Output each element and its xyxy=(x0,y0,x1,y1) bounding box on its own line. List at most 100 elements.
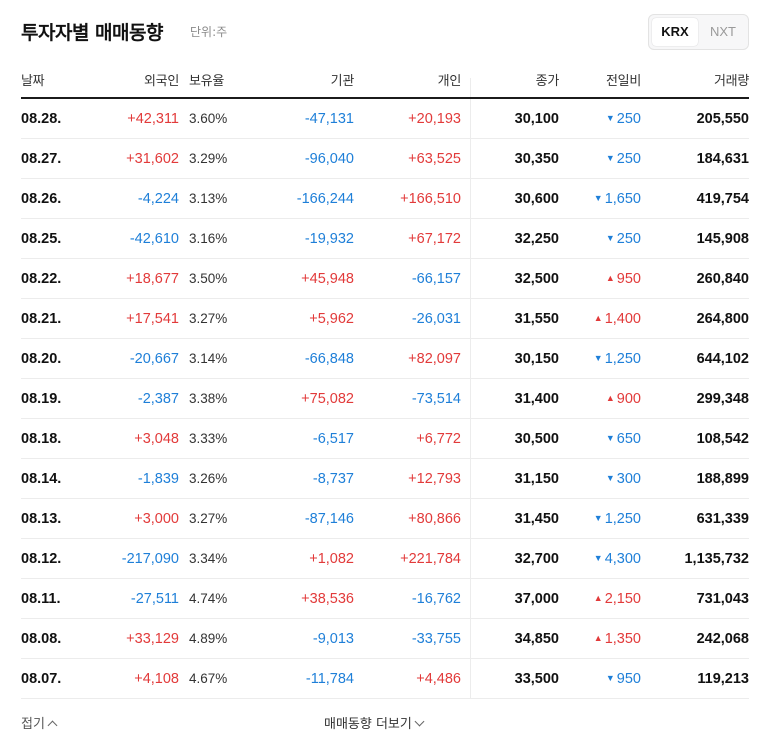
cell-date: 08.28. xyxy=(21,110,62,127)
column-divider xyxy=(470,78,471,698)
change-value: 250 xyxy=(616,150,641,167)
cell-institution: -87,146 xyxy=(304,510,354,527)
cell-institution: -47,131 xyxy=(304,110,354,127)
table-body: 08.28. +42,311 3.60% -47,131 +20,193 30,100 ▼ 2… xyxy=(21,99,749,699)
cell-foreign: -217,090 xyxy=(121,550,179,567)
table-row: 08.25. -42,610 3.16% -19,932 +67,172 32,250 ▼ 2… xyxy=(21,219,749,259)
cell-foreign: +33,129 xyxy=(126,630,179,647)
cell-individual: -73,514 xyxy=(411,390,461,407)
table-row: 08.20. -20,667 3.14% -66,848 +82,097 30,150 ▼ 1… xyxy=(21,339,749,379)
cell-change: ▼ 1,250 xyxy=(559,499,641,538)
cell-close: 32,250 xyxy=(514,230,559,247)
cell-holding-rate: 3.26% xyxy=(189,471,228,486)
change-value: 1,400 xyxy=(604,310,641,327)
cell-institution: -6,517 xyxy=(312,430,354,447)
cell-close: 31,400 xyxy=(514,390,559,407)
chevron-down-icon xyxy=(414,716,425,727)
cell-date: 08.27. xyxy=(21,150,62,167)
cell-holding-rate: 3.13% xyxy=(189,191,228,206)
cell-volume: 731,043 xyxy=(696,590,749,607)
cell-individual: +4,486 xyxy=(416,670,461,687)
cell-foreign: -2,387 xyxy=(137,390,179,407)
cell-individual: +63,525 xyxy=(408,150,461,167)
table-row: 08.22. +18,677 3.50% +45,948 -66,157 32,500 ▲ 9… xyxy=(21,259,749,299)
cell-individual: +166,510 xyxy=(400,190,461,207)
triangle-down-icon: ▼ xyxy=(593,552,603,563)
cell-date: 08.11. xyxy=(21,590,61,607)
cell-individual: -33,755 xyxy=(411,630,461,647)
change-value: 950 xyxy=(616,670,641,687)
cell-volume: 419,754 xyxy=(696,190,749,207)
table-row: 08.28. +42,311 3.60% -47,131 +20,193 30,100 ▼ 2… xyxy=(21,99,749,139)
triangle-down-icon: ▼ xyxy=(593,512,603,523)
change-value: 900 xyxy=(616,390,641,407)
col-header-institution: 기관 xyxy=(330,74,355,89)
cell-institution: -11,784 xyxy=(305,670,354,687)
triangle-up-icon: ▲ xyxy=(593,592,603,603)
cell-foreign: +3,000 xyxy=(134,510,179,527)
more-trading-button[interactable]: 매매동향 더보기 xyxy=(324,713,425,732)
cell-close: 31,150 xyxy=(514,470,559,487)
fold-label: 접기 xyxy=(21,717,45,732)
tab-nxt[interactable]: NXT xyxy=(710,24,736,39)
tab-krx[interactable]: KRX xyxy=(652,18,698,46)
cell-individual: +67,172 xyxy=(408,230,461,247)
cell-volume: 631,339 xyxy=(696,510,749,527)
change-value: 2,150 xyxy=(604,590,641,607)
triangle-down-icon: ▼ xyxy=(605,112,615,123)
table-row: 08.11. -27,511 4.74% +38,536 -16,762 37,000 ▲ 2… xyxy=(21,579,749,619)
cell-institution: -166,244 xyxy=(296,190,354,207)
cell-holding-rate: 4.74% xyxy=(189,591,228,606)
cell-foreign: -4,224 xyxy=(137,190,179,207)
page-title: 투자자별 매매동향 xyxy=(21,22,163,44)
cell-change: ▼ 950 xyxy=(559,659,641,698)
cell-date: 08.13. xyxy=(21,510,62,527)
cell-holding-rate: 4.67% xyxy=(189,671,228,686)
cell-foreign: +3,048 xyxy=(134,430,179,447)
cell-holding-rate: 3.60% xyxy=(189,111,228,126)
cell-foreign: +4,108 xyxy=(134,670,179,687)
cell-close: 30,500 xyxy=(514,430,559,447)
cell-close: 30,150 xyxy=(514,350,559,367)
cell-volume: 264,800 xyxy=(696,310,749,327)
cell-date: 08.26. xyxy=(21,190,62,207)
cell-change: ▼ 250 xyxy=(559,139,641,178)
cell-close: 33,500 xyxy=(514,670,559,687)
cell-individual: +12,793 xyxy=(408,470,461,487)
change-value: 1,250 xyxy=(604,510,641,527)
cell-date: 08.22. xyxy=(21,270,62,287)
cell-date: 08.25. xyxy=(21,230,62,247)
cell-change: ▼ 250 xyxy=(559,99,641,138)
col-header-foreign: 외국인 xyxy=(144,74,179,89)
cell-volume: 119,213 xyxy=(697,670,749,687)
cell-volume: 188,899 xyxy=(696,470,749,487)
cell-volume: 299,348 xyxy=(696,390,749,407)
change-value: 1,250 xyxy=(604,350,641,367)
cell-close: 32,700 xyxy=(514,550,559,567)
fold-button[interactable]: 접기 xyxy=(21,713,58,732)
cell-institution: +38,536 xyxy=(301,590,354,607)
triangle-up-icon: ▲ xyxy=(605,392,615,403)
chevron-up-icon xyxy=(47,720,58,731)
cell-volume: 108,542 xyxy=(696,430,749,447)
cell-institution: -9,013 xyxy=(312,630,354,647)
cell-holding-rate: 4.89% xyxy=(189,631,228,646)
more-trading-label: 매매동향 더보기 xyxy=(324,717,412,732)
cell-date: 08.21. xyxy=(21,310,62,327)
cell-close: 30,600 xyxy=(514,190,559,207)
cell-institution: +5,962 xyxy=(309,310,354,327)
cell-foreign: +18,677 xyxy=(126,270,179,287)
table-header: 날짜 외국인 보유율 기관 개인 종가 전일비 거래량 xyxy=(21,62,749,99)
cell-close: 31,450 xyxy=(514,510,559,527)
cell-date: 08.18. xyxy=(21,430,62,447)
cell-holding-rate: 3.33% xyxy=(189,431,228,446)
table-row: 08.07. +4,108 4.67% -11,784 +4,486 33,500 ▼ 950… xyxy=(21,659,749,699)
cell-close: 37,000 xyxy=(514,590,559,607)
cell-date: 08.20. xyxy=(21,350,62,367)
cell-institution: -96,040 xyxy=(304,150,354,167)
cell-institution: +45,948 xyxy=(301,270,354,287)
cell-individual: -16,762 xyxy=(411,590,461,607)
cell-change: ▼ 1,650 xyxy=(559,179,641,218)
change-value: 950 xyxy=(616,270,641,287)
cell-volume: 644,102 xyxy=(696,350,749,367)
